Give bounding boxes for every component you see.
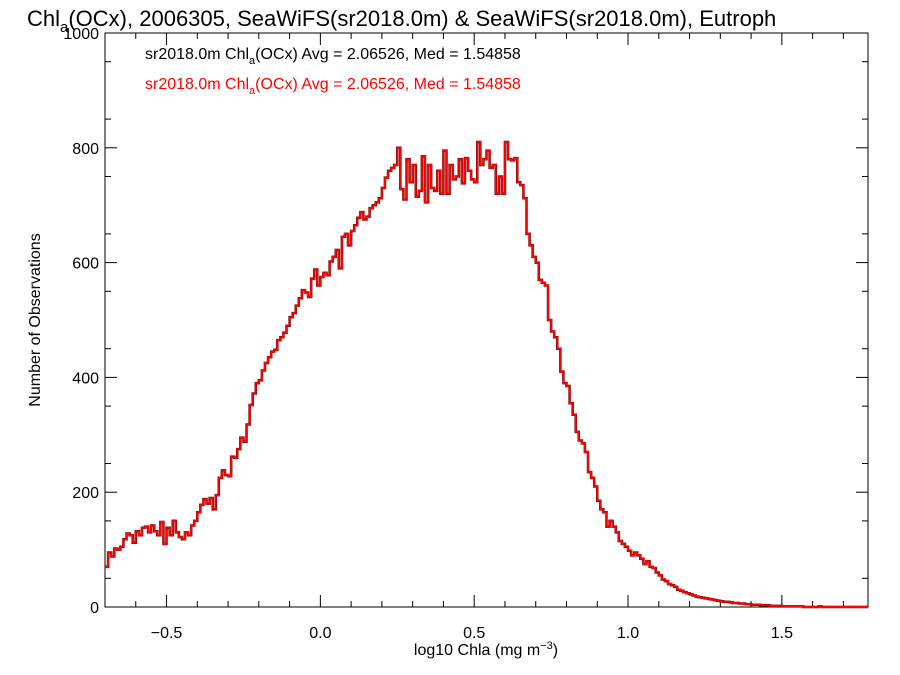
xlabel-superscript: −3 <box>540 640 553 652</box>
title-prefix: Chl <box>27 6 60 31</box>
x-tick-label: 1.0 <box>617 625 639 642</box>
x-tick-label: 0.0 <box>309 625 331 642</box>
x-axis-label: log10 Chla (mg m−3) <box>414 640 558 659</box>
legend-entry-1: sr2018.0m Chla(OCx) Avg = 2.06526, Med =… <box>145 46 521 67</box>
title-suffix: (OCx), 2006305, SeaWiFS(sr2018.0m) & Sea… <box>68 6 776 31</box>
histogram-series-1 <box>105 140 868 609</box>
histogram-series-2 <box>105 141 868 608</box>
legend-2-subscript: a <box>249 85 256 97</box>
y-tick-label: 0 <box>90 600 99 617</box>
axis-tick-labels: −0.5 0.0 0.5 1.0 1.5 0 200 400 600 800 1000 <box>63 26 793 642</box>
legend: sr2018.0m Chla(OCx) Avg = 2.06526, Med =… <box>145 46 521 97</box>
legend-2-prefix: sr2018.0m Chl <box>145 76 249 93</box>
y-tick-label: 400 <box>72 370 99 387</box>
chart-title: Chla(OCx), 2006305, SeaWiFS(sr2018.0m) &… <box>27 6 776 36</box>
x-tick-label: 1.5 <box>771 625 793 642</box>
y-tick-label: 800 <box>72 141 99 158</box>
y-tick-label: 200 <box>72 485 99 502</box>
y-tick-label: 1000 <box>63 26 99 43</box>
xlabel-prefix: log10 Chla (mg m <box>414 642 540 659</box>
series-layer <box>105 140 868 609</box>
legend-1-subscript: a <box>249 55 256 67</box>
xlabel-suffix: ) <box>553 642 558 659</box>
legend-entry-2: sr2018.0m Chla(OCx) Avg = 2.06526, Med =… <box>145 76 521 97</box>
title-subscript: a <box>60 19 69 36</box>
plot-frame <box>104 32 869 608</box>
legend-1-prefix: sr2018.0m Chl <box>145 46 249 63</box>
axis-ticks <box>104 32 868 608</box>
y-tick-label: 600 <box>72 256 99 273</box>
legend-2-suffix: (OCx) Avg = 2.06526, Med = 1.54858 <box>255 76 521 93</box>
legend-1-suffix: (OCx) Avg = 2.06526, Med = 1.54858 <box>255 46 521 63</box>
y-axis-label: Number of Observations <box>27 233 44 406</box>
x-tick-label: 0.5 <box>463 625 485 642</box>
x-tick-label: −0.5 <box>151 625 183 642</box>
